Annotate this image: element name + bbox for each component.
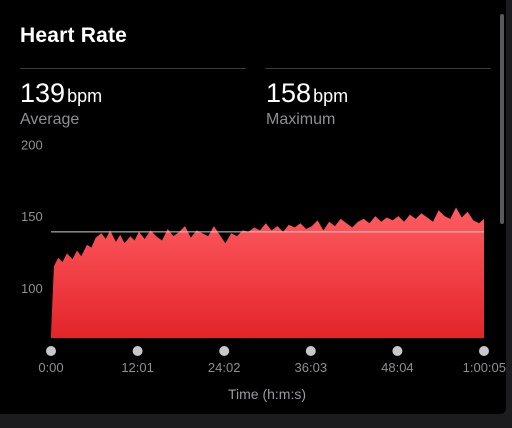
x-tick-dot bbox=[46, 346, 56, 356]
divider-maximum bbox=[265, 68, 491, 69]
stat-average-value: 139 bbox=[20, 78, 66, 108]
stat-average-label: Average bbox=[20, 111, 80, 128]
x-tick-label: 48:04 bbox=[381, 360, 414, 375]
x-tick-label: 24:02 bbox=[208, 360, 241, 375]
heart-rate-card: Heart Rate 139 bpm Average 158 bpm Maximum… bbox=[0, 0, 506, 414]
y-tick-label: 150 bbox=[21, 209, 43, 224]
heart-rate-area bbox=[51, 207, 484, 338]
x-tick-dot bbox=[219, 346, 230, 356]
y-tick-label: 200 bbox=[21, 137, 43, 152]
x-tick-label: 1:00:05 bbox=[463, 360, 506, 375]
stat-maximum-value: 158 bbox=[266, 78, 312, 108]
x-tick-dot bbox=[305, 346, 316, 356]
stat-average-unit: bpm bbox=[67, 86, 103, 106]
scrollbar[interactable] bbox=[500, 14, 504, 224]
x-tick-dot bbox=[132, 346, 143, 356]
x-tick-label: 36:03 bbox=[295, 360, 328, 375]
x-tick-label: 12:01 bbox=[121, 360, 154, 375]
x-tick-dot bbox=[479, 346, 489, 356]
heart-rate-chart: 100 150 200 0:00 12:01 24:02 36:03 48:04 1:00:05 bbox=[21, 137, 506, 375]
page-title: Heart Rate bbox=[20, 24, 128, 47]
stat-maximum-unit: bpm bbox=[313, 86, 349, 106]
y-tick-label: 100 bbox=[21, 281, 43, 296]
x-tick-dot bbox=[392, 346, 403, 356]
stat-maximum: 158 bpm Maximum bbox=[266, 78, 348, 129]
divider-average bbox=[20, 68, 246, 69]
x-tick-label: 0:00 bbox=[38, 360, 63, 375]
stat-maximum-label: Maximum bbox=[266, 111, 336, 128]
stat-average: 139 bpm Average bbox=[20, 78, 102, 129]
x-axis-title: Time (h:m:s) bbox=[227, 386, 307, 402]
